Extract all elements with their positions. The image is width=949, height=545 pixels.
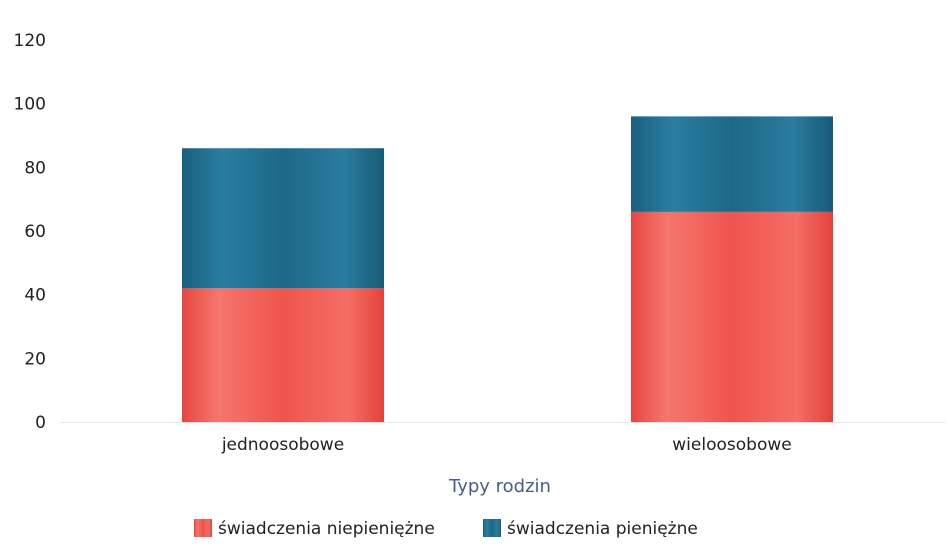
y-tick-label: 0 [35, 413, 46, 433]
bar-segment [631, 211, 833, 422]
y-tick-label: 100 [14, 95, 46, 115]
y-tick-label: 80 [24, 158, 46, 178]
bars-group [182, 116, 833, 422]
legend-label: świadczenia niepieniężne [218, 519, 435, 539]
y-axis: 0 20 40 60 80 100 120 [14, 31, 46, 433]
bar-segment [182, 148, 384, 289]
legend: świadczenia niepieniężne świadczenia pien… [194, 519, 698, 539]
bar-segment [182, 288, 384, 422]
y-tick-label: 20 [24, 349, 46, 369]
legend-swatch [194, 519, 212, 537]
y-tick-label: 60 [24, 222, 46, 242]
bar-segment [631, 116, 833, 212]
y-tick-label: 40 [24, 286, 46, 306]
x-axis-title: Typy rodzin [448, 476, 551, 497]
x-category-label: wieloosobowe [672, 435, 791, 455]
x-axis: jednoosobowe wieloosobowe [221, 435, 792, 455]
y-tick-label: 120 [14, 31, 46, 51]
legend-swatch [483, 519, 501, 537]
x-category-label: jednoosobowe [221, 435, 344, 455]
legend-label: świadczenia pieniężne [507, 519, 698, 539]
